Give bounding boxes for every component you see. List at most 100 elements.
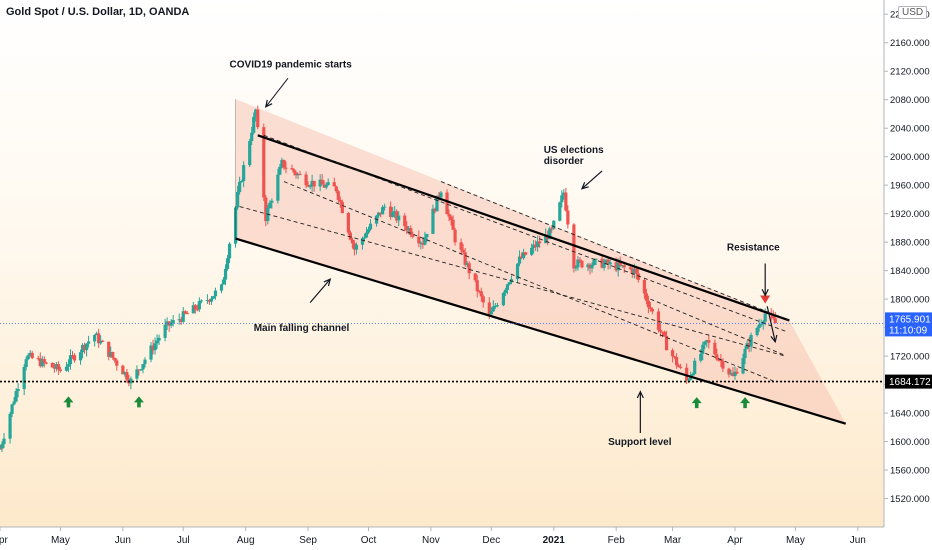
leader-channel	[309, 278, 331, 304]
candle-body	[354, 244, 359, 250]
leader-elections	[581, 170, 603, 190]
candle-body	[594, 258, 598, 260]
candle-body	[763, 313, 767, 322]
y-tick-label: 2160.000	[890, 38, 930, 49]
support-price-label: 1684.172	[889, 377, 931, 388]
candle-body	[479, 291, 483, 297]
candle-body	[717, 359, 721, 361]
candle-body	[620, 265, 624, 267]
candle-body	[376, 212, 381, 216]
candle-body	[759, 324, 763, 326]
candle-body	[179, 319, 183, 322]
current-price-badge	[885, 312, 932, 337]
candle-body	[467, 263, 471, 274]
candle-body	[679, 366, 683, 368]
candle-body	[630, 268, 634, 274]
candle-body	[735, 371, 739, 374]
candle-body	[505, 284, 510, 290]
candle-body	[393, 211, 397, 213]
candle-body	[425, 233, 429, 238]
candle-body	[50, 362, 54, 368]
candle-body	[42, 358, 46, 363]
candle-body	[741, 358, 745, 374]
candle-body	[618, 262, 622, 266]
candle-body	[530, 247, 534, 255]
candle-body	[151, 345, 155, 351]
candle-body	[517, 256, 522, 264]
candle-body	[437, 195, 441, 198]
candle-body	[143, 359, 147, 365]
annotation-us-elections-1: US elections	[544, 145, 604, 156]
candle-body	[123, 372, 127, 375]
candle-body	[662, 331, 667, 336]
candle-body	[336, 191, 340, 200]
candle-body	[411, 234, 415, 237]
candle-body	[646, 300, 651, 308]
arrow-support	[636, 390, 644, 399]
currency-button[interactable]: USD	[898, 6, 928, 19]
x-tick-label: Jul	[177, 535, 190, 546]
candle-body	[252, 116, 256, 133]
dashed-trend-line	[650, 298, 784, 356]
candle-body	[773, 318, 777, 324]
candle-body	[519, 256, 524, 259]
candle-body	[576, 259, 580, 268]
candle-body	[578, 259, 582, 261]
candle-body	[0, 444, 4, 449]
candle-body	[459, 242, 463, 250]
candle-body	[421, 242, 425, 245]
candle-body	[107, 341, 111, 357]
candle-body	[268, 202, 272, 209]
candle-body	[211, 296, 216, 299]
candle-body	[574, 267, 578, 269]
candle-body	[84, 343, 89, 351]
candle-body	[729, 373, 733, 375]
candle-body	[562, 192, 566, 196]
candle-body	[614, 262, 618, 271]
annotation-support: Support level	[608, 437, 672, 448]
candle-body	[225, 258, 230, 269]
candle-body	[141, 364, 145, 370]
candle-body	[139, 369, 143, 371]
candle-body	[642, 279, 646, 294]
arrow-resistance	[761, 288, 769, 297]
x-tick-label: May	[51, 535, 70, 546]
candle-body	[87, 341, 91, 344]
y-tick-label: 2000.000	[890, 152, 930, 163]
candle-body	[703, 341, 707, 345]
leader	[265, 78, 289, 108]
candle-body	[44, 362, 48, 364]
candle-body	[747, 343, 751, 347]
candle-body	[284, 167, 288, 169]
candle-body	[515, 263, 520, 280]
candle-body	[256, 109, 260, 128]
candle-body	[715, 354, 719, 360]
candle-body	[477, 291, 481, 293]
candle-body	[475, 280, 479, 292]
candle-body	[433, 208, 437, 212]
candle-body	[501, 292, 506, 306]
candle-body	[22, 366, 26, 390]
candle-body	[693, 360, 697, 374]
candle-body	[290, 168, 294, 170]
candle-body	[389, 206, 393, 217]
y-tick-label: 1720.000	[890, 352, 930, 363]
y-tick-label: 2040.000	[890, 124, 930, 135]
candle-body	[82, 344, 87, 351]
x-tick-label: Oct	[361, 535, 377, 546]
candle-body	[304, 174, 308, 186]
candle-body	[550, 228, 554, 230]
x-tick-label: Sep	[299, 535, 317, 546]
y-tick-label: 1640.000	[890, 409, 930, 420]
x-tick-label: Apr	[727, 535, 743, 546]
candle-body	[672, 356, 677, 358]
candle-body	[10, 404, 14, 414]
candle-body	[677, 365, 681, 367]
candle-body	[282, 159, 286, 168]
candle-body	[209, 298, 214, 302]
candle-body	[101, 340, 105, 342]
support-price-badge	[885, 374, 932, 389]
candle-body	[219, 284, 224, 291]
candle-body	[0, 448, 2, 450]
